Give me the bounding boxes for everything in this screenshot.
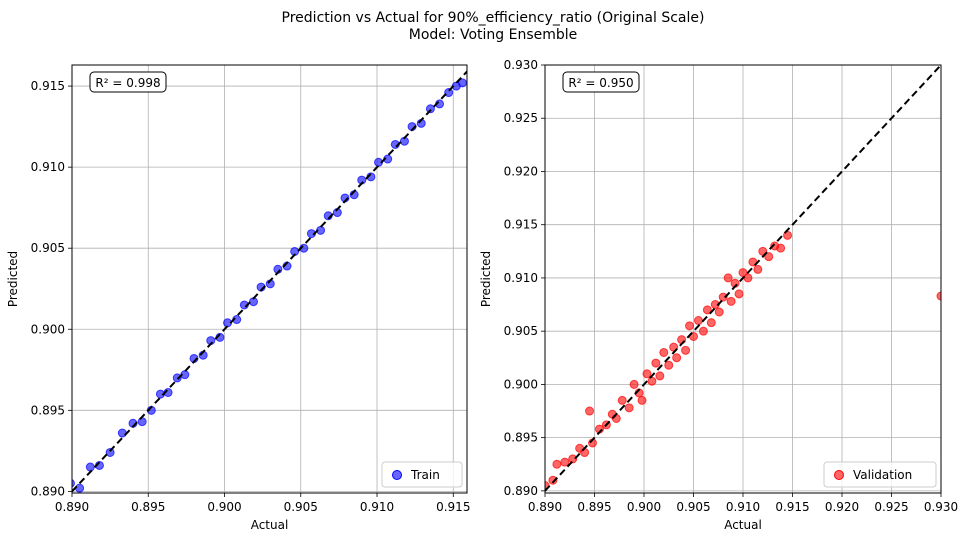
data-point — [655, 371, 665, 381]
x-axis-label: Actual — [251, 518, 289, 532]
data-point — [75, 483, 85, 493]
data-point — [548, 475, 558, 485]
data-point — [776, 243, 786, 253]
data-point — [764, 252, 774, 262]
data-point — [617, 395, 627, 405]
data-point — [172, 373, 182, 383]
data-point — [624, 403, 634, 413]
scatter-points — [545, 65, 941, 492]
legend-box — [823, 461, 937, 488]
y-axis-label: Predicted — [6, 251, 20, 307]
data-point — [718, 292, 728, 302]
x-tick-label: 0.905 — [676, 500, 710, 514]
axes-frame — [71, 64, 468, 494]
data-point — [685, 321, 695, 331]
data-point — [137, 417, 147, 427]
data-point — [714, 307, 724, 317]
y-tick-label: 0.900 — [504, 377, 538, 391]
x-tick-label: 0.890 — [528, 500, 562, 514]
y-tick-label: 0.920 — [504, 164, 538, 178]
data-point — [85, 462, 95, 472]
y-tick-label: 0.915 — [31, 79, 65, 93]
data-point — [117, 428, 127, 438]
data-point — [425, 104, 435, 114]
data-point — [681, 345, 691, 355]
data-point — [457, 78, 467, 88]
x-tick-label: 0.930 — [924, 500, 958, 514]
x-tick-label: 0.895 — [131, 500, 165, 514]
data-point — [698, 326, 708, 336]
x-tick-label: 0.905 — [284, 500, 318, 514]
data-point — [444, 88, 454, 98]
data-point — [702, 305, 712, 315]
x-tick-label: 0.915 — [775, 500, 809, 514]
identity-line — [545, 65, 941, 492]
r2-box — [89, 71, 167, 93]
y-tick-label: 0.910 — [504, 271, 538, 285]
validation-plot: 0.890 0.895 0.900 0.905 0.910 0.915 0.920 0.925… — [479, 58, 958, 532]
data-point — [672, 353, 682, 363]
data-point — [585, 406, 595, 416]
data-point — [637, 395, 647, 405]
y-tick-label: 0.895 — [31, 403, 65, 417]
legend-label: Train — [410, 468, 440, 482]
x-tick-label: 0.910 — [360, 500, 394, 514]
data-point — [726, 296, 736, 306]
y-tick-label: 0.905 — [31, 241, 65, 255]
data-point — [72, 479, 75, 488]
r2-box — [562, 71, 640, 93]
x-tick-label: 0.890 — [55, 500, 89, 514]
y-tick-label: 0.890 — [31, 484, 65, 498]
identity-line — [72, 70, 467, 493]
data-point — [664, 360, 674, 370]
data-point — [734, 289, 744, 299]
r2-annotation: R² = 0.950 — [568, 76, 633, 90]
data-point — [651, 358, 661, 368]
figure-subtitle: Model: Voting Ensemble — [409, 27, 578, 43]
r2-annotation: R² = 0.998 — [95, 76, 160, 90]
x-tick-label: 0.900 — [627, 500, 661, 514]
y-tick-label: 0.905 — [504, 324, 538, 338]
legend-box — [381, 461, 463, 488]
data-point — [629, 379, 639, 389]
y-tick-label: 0.930 — [504, 58, 538, 72]
x-tick-label: 0.900 — [207, 500, 241, 514]
x-tick-label: 0.925 — [874, 500, 908, 514]
data-point — [647, 376, 657, 386]
data-point — [936, 291, 941, 301]
data-point — [552, 459, 562, 469]
data-point — [743, 273, 753, 283]
y-axis-label: Predicted — [479, 251, 493, 307]
y-tick-label: 0.890 — [504, 484, 538, 498]
data-point — [659, 347, 669, 357]
axes-frame — [544, 64, 942, 494]
y-tick-label: 0.910 — [31, 160, 65, 174]
data-point — [706, 318, 716, 328]
x-tick-label: 0.920 — [825, 500, 859, 514]
y-tick-label: 0.925 — [504, 111, 538, 125]
data-point — [560, 457, 570, 467]
y-tick-label: 0.895 — [504, 431, 538, 445]
x-axis-label: Actual — [724, 518, 762, 532]
legend-marker — [834, 470, 844, 480]
data-point — [693, 316, 703, 326]
y-tick-label: 0.900 — [31, 322, 65, 336]
figure-title: Prediction vs Actual for 90%_efficiency_… — [282, 10, 705, 26]
data-point — [723, 273, 733, 283]
y-tick-label: 0.915 — [504, 218, 538, 232]
legend-label: Validation — [853, 468, 912, 482]
data-point — [642, 369, 652, 379]
train-plot: 0.890 0.895 0.900 0.905 0.910 0.915 0.890 0.895… — [6, 64, 470, 532]
x-tick-label: 0.895 — [577, 500, 611, 514]
x-tick-label: 0.910 — [726, 500, 760, 514]
scatter-points — [72, 70, 467, 493]
x-tick-label: 0.915 — [436, 500, 470, 514]
data-point — [568, 454, 578, 464]
data-point — [753, 264, 763, 274]
data-point — [105, 447, 115, 457]
legend-marker — [392, 470, 402, 480]
